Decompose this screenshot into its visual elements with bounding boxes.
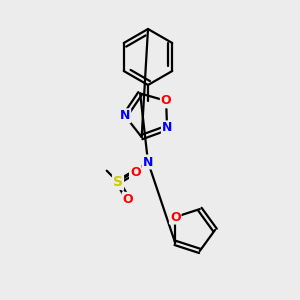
Text: O: O (170, 211, 181, 224)
Text: O: O (161, 94, 171, 107)
Text: O: O (123, 193, 133, 206)
Text: O: O (130, 166, 141, 178)
Text: N: N (143, 155, 153, 169)
Text: N: N (162, 122, 172, 134)
Text: S: S (113, 175, 123, 189)
Text: N: N (120, 109, 130, 122)
